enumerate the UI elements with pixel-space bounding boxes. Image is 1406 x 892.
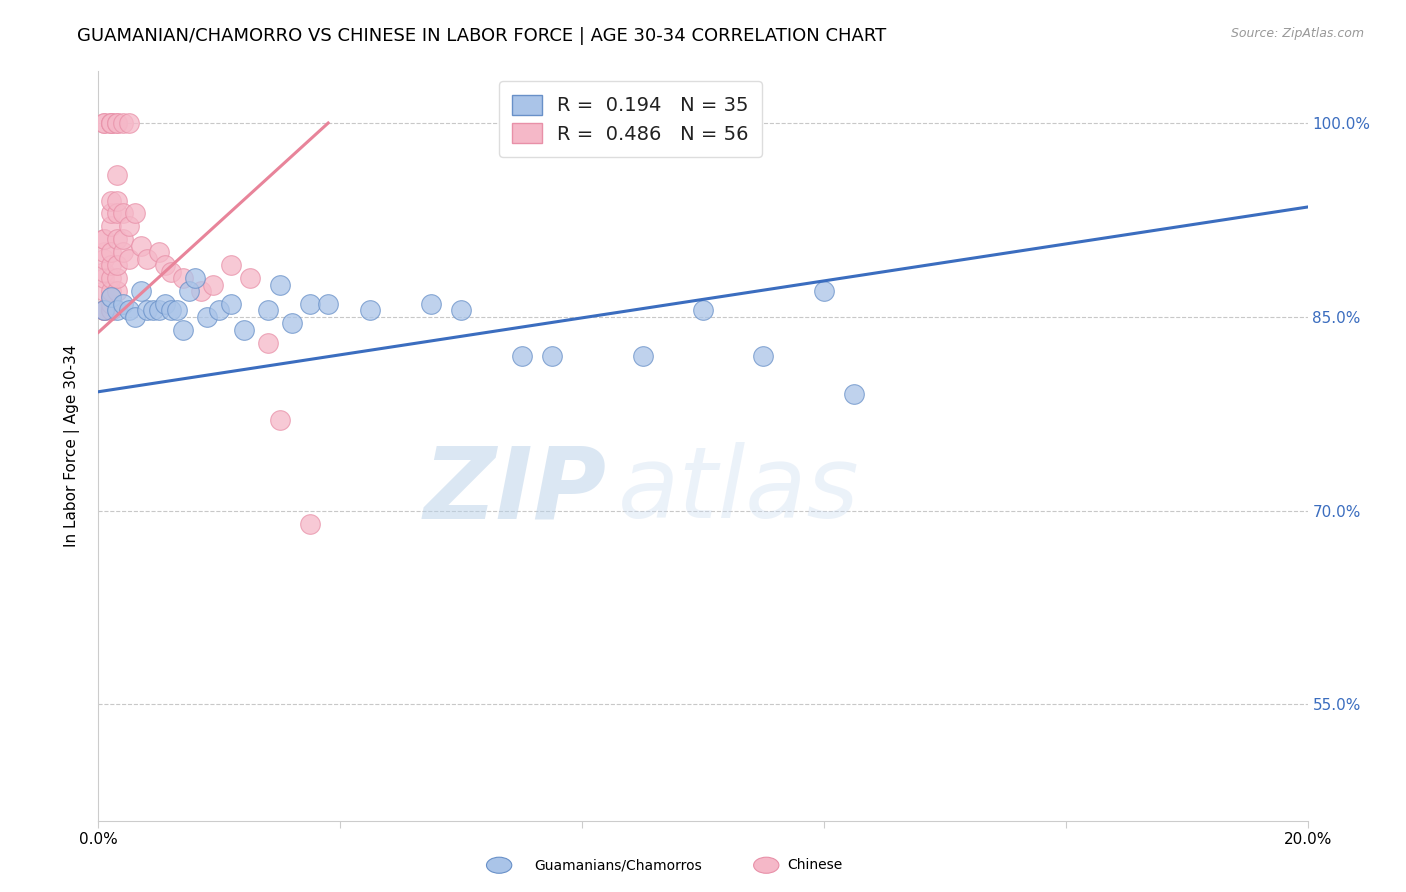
Point: [93, 303, 115, 318]
Point: [208, 303, 231, 318]
Point: [256, 335, 278, 350]
Point: [100, 303, 122, 318]
Point: [105, 232, 128, 246]
Point: [100, 194, 122, 208]
Point: [93, 116, 115, 130]
Text: atlas: atlas: [619, 442, 860, 540]
Point: [93, 284, 115, 298]
Point: [148, 245, 170, 260]
Point: [100, 258, 122, 272]
Point: [105, 168, 128, 182]
Point: [100, 116, 122, 130]
Point: [105, 206, 128, 220]
Point: [813, 284, 835, 298]
Point: [100, 206, 122, 220]
Point: [124, 206, 146, 220]
Text: Guamanians/Chamorros: Guamanians/Chamorros: [534, 858, 702, 872]
Point: [111, 297, 134, 311]
Point: [316, 297, 339, 311]
Point: [221, 258, 243, 272]
Point: [299, 297, 322, 311]
Point: [93, 252, 115, 266]
Point: [135, 303, 157, 318]
Point: [93, 303, 115, 318]
Point: [93, 232, 115, 246]
Point: [111, 245, 134, 260]
Point: [105, 271, 128, 285]
Point: [129, 284, 152, 298]
Point: [100, 245, 122, 260]
Point: [105, 116, 128, 130]
Point: [232, 323, 254, 337]
Point: [142, 303, 165, 318]
Point: [510, 349, 533, 363]
Point: [100, 116, 122, 130]
Text: Source: ZipAtlas.com: Source: ZipAtlas.com: [1230, 27, 1364, 40]
Point: [153, 297, 176, 311]
Point: [111, 116, 134, 130]
Point: [93, 264, 115, 278]
Point: [692, 303, 714, 318]
Point: [105, 258, 128, 272]
Point: [105, 284, 128, 298]
Point: [100, 271, 122, 285]
Point: [239, 271, 262, 285]
Point: [631, 349, 654, 363]
Point: [269, 413, 291, 427]
Legend: R =  0.194   N = 35, R =  0.486   N = 56: R = 0.194 N = 35, R = 0.486 N = 56: [499, 81, 762, 157]
Y-axis label: In Labor Force | Age 30-34: In Labor Force | Age 30-34: [63, 344, 80, 548]
Point: [111, 232, 134, 246]
Point: [105, 303, 128, 318]
Point: [195, 310, 218, 324]
Point: [105, 116, 128, 130]
Point: [160, 264, 183, 278]
Point: [190, 284, 212, 298]
Point: [420, 297, 443, 311]
Point: [100, 297, 122, 311]
Point: [184, 271, 207, 285]
Point: [105, 194, 128, 208]
Text: GUAMANIAN/CHAMORRO VS CHINESE IN LABOR FORCE | AGE 30-34 CORRELATION CHART: GUAMANIAN/CHAMORRO VS CHINESE IN LABOR F…: [77, 27, 887, 45]
Point: [269, 277, 291, 292]
Point: [160, 303, 183, 318]
Point: [93, 232, 115, 246]
Point: [93, 271, 115, 285]
Point: [111, 206, 134, 220]
Point: [172, 271, 194, 285]
Point: [172, 323, 194, 337]
Point: [752, 349, 775, 363]
Text: ZIP: ZIP: [423, 442, 606, 540]
Point: [844, 387, 866, 401]
Point: [299, 516, 322, 531]
Point: [93, 116, 115, 130]
Point: [100, 290, 122, 304]
Point: [100, 219, 122, 234]
Text: Chinese: Chinese: [787, 858, 842, 872]
Point: [221, 297, 243, 311]
Point: [153, 258, 176, 272]
Point: [93, 245, 115, 260]
Point: [118, 116, 141, 130]
Point: [166, 303, 188, 318]
Point: [450, 303, 472, 318]
Point: [202, 277, 225, 292]
Point: [135, 252, 157, 266]
Point: [118, 252, 141, 266]
Point: [148, 303, 170, 318]
Point: [93, 303, 115, 318]
Point: [100, 116, 122, 130]
Point: [100, 290, 122, 304]
Point: [540, 349, 562, 363]
Point: [100, 284, 122, 298]
Point: [129, 239, 152, 253]
Point: [100, 303, 122, 318]
Point: [179, 284, 201, 298]
Point: [256, 303, 278, 318]
Point: [118, 303, 141, 318]
Point: [118, 219, 141, 234]
Point: [360, 303, 382, 318]
Point: [124, 310, 146, 324]
Point: [93, 303, 115, 318]
Point: [281, 316, 304, 330]
